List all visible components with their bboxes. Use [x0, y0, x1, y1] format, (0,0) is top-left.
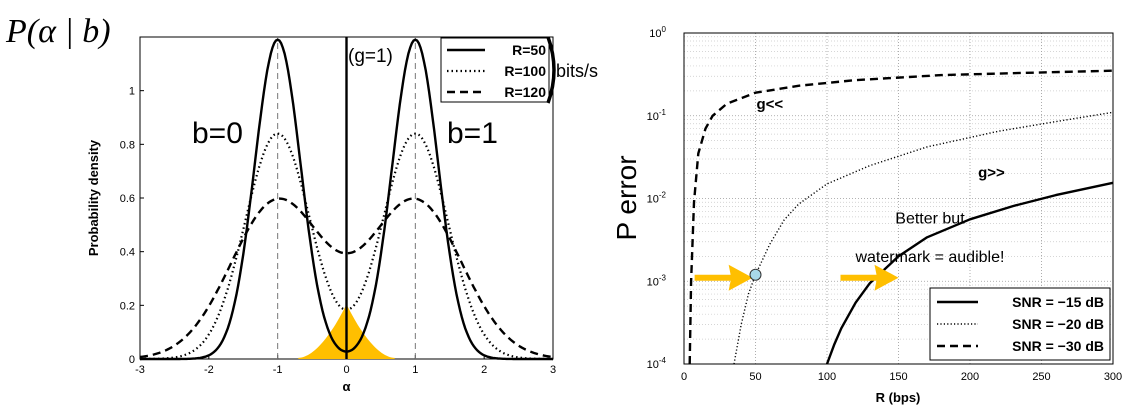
right-y-tick-label: 100	[649, 25, 666, 40]
arrow-1	[694, 264, 753, 291]
right-x-tick-label: 200	[961, 371, 979, 383]
left-legend: R=50 R=100 R=120 bits/s	[440, 36, 598, 104]
left-reference-lines	[277, 37, 416, 359]
right-plot-frame	[683, 32, 1114, 365]
left-chart: P(α | b) -3 -2 -1 0 1 2 3 0 0.2 0.4 0.6 0.8 1 α Prob…	[5, 13, 598, 394]
tick-exponent: -2	[659, 191, 667, 200]
left-y-tick-label: 0.6	[120, 193, 135, 205]
annotation-3: Better but	[895, 210, 965, 227]
left-y-tick-label: 1	[129, 86, 135, 98]
right-y-tick-label: 10-1	[647, 108, 667, 123]
tick-exponent: -3	[659, 273, 667, 282]
class-label-b0: b=0	[192, 117, 243, 150]
right-series-3-curve	[688, 69, 1114, 365]
right-legend-box	[929, 287, 1111, 361]
right-legend: SNR = −15 dB SNR = −20 dB SNR = −30 dB	[929, 287, 1111, 361]
left-x-tick-label: 3	[550, 364, 556, 376]
legend-unit-label: bits/s	[556, 61, 598, 81]
left-x-tick-label: 1	[412, 364, 418, 376]
legend-label-r120: R=120	[504, 84, 546, 100]
right-arrows	[694, 264, 899, 291]
left-x-tick-label: -1	[273, 364, 283, 376]
annotation-1: g<<	[756, 96, 783, 113]
arrow-2	[840, 264, 899, 291]
legend-label-r100: R=100	[504, 63, 546, 79]
left-x-tick-label: 2	[481, 364, 487, 376]
left-y-axis-label: Probability density	[86, 139, 101, 256]
right-y-axis-label: P error	[611, 155, 642, 240]
condition-label: (g=1)	[348, 46, 393, 67]
annotation-2: g>>	[978, 164, 1005, 181]
right-x-axis-label: R (bps)	[876, 390, 921, 405]
left-x-axis-label: α	[343, 379, 351, 394]
left-x-tick-label: 0	[343, 364, 349, 376]
left-axis-ticks: -3 -2 -1 0 1 2 3 0 0.2 0.4 0.6 0.8 1	[120, 86, 556, 376]
left-y-tick-label: 0.4	[120, 247, 135, 259]
left-y-tick-label: 0.2	[120, 300, 135, 312]
right-annotations: g<< g>> Better but watermark = audible!	[756, 96, 1005, 266]
left-chart-title: P(α | b)	[5, 13, 111, 50]
right-series-curves	[688, 69, 1114, 365]
legend-label-snr30: SNR = −30 dB	[1012, 338, 1104, 354]
left-x-tick-label: -3	[135, 364, 145, 376]
right-chart: 0 50 100 150 200 250 300 10-4 10-3 10-2 10-1 100 g<…	[611, 25, 1122, 405]
right-y-tick-label: 10-3	[647, 273, 667, 288]
right-series-1-curve	[825, 181, 1114, 365]
right-x-tick-label: 250	[1032, 371, 1050, 383]
right-x-tick-label: 100	[818, 371, 836, 383]
right-x-tick-label: 50	[749, 371, 761, 383]
legend-label-r50: R=50	[512, 42, 546, 58]
left-legend-box	[440, 37, 550, 103]
tick-exponent: -1	[659, 108, 667, 117]
operating-point-marker	[749, 268, 762, 281]
tick-exponent: -4	[659, 356, 667, 365]
left-y-tick-label: 0	[129, 354, 135, 366]
class-label-b1: b=1	[447, 117, 498, 150]
right-y-tick-label: 10-2	[647, 191, 667, 206]
right-x-tick-label: 300	[1104, 371, 1122, 383]
legend-brace	[546, 36, 556, 104]
right-x-tick-label: 150	[889, 371, 907, 383]
left-y-tick-label: 0.8	[120, 139, 135, 151]
annotation-4: watermark = audible!	[854, 249, 1004, 266]
right-x-tick-label: 0	[681, 371, 687, 383]
tick-exponent: 0	[662, 25, 667, 34]
right-y-tick-label: 10-4	[647, 356, 667, 371]
legend-label-snr20: SNR = −20 dB	[1012, 316, 1104, 332]
left-x-tick-label: -2	[204, 364, 214, 376]
legend-label-snr15: SNR = −15 dB	[1012, 294, 1104, 310]
